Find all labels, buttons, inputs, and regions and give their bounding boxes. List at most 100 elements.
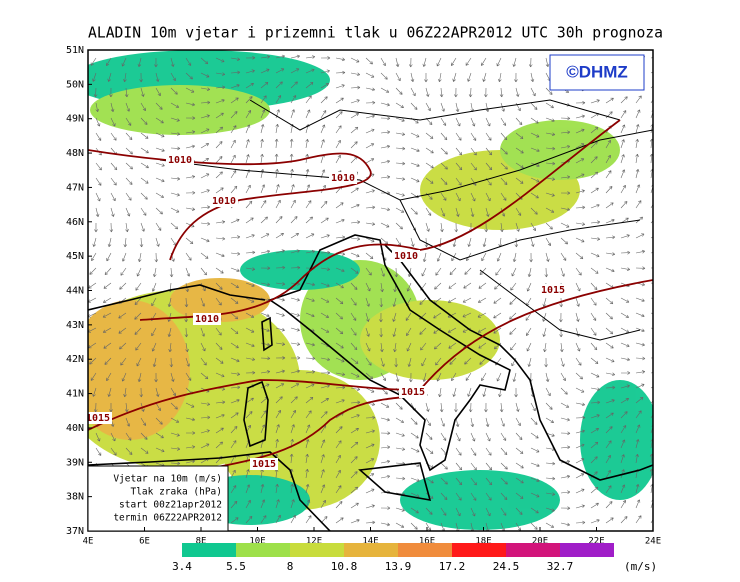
- wind-arrow: [425, 447, 434, 454]
- wind-arrow: [335, 342, 344, 349]
- wind-arrow: [575, 458, 585, 464]
- wind-arrow: [605, 372, 616, 377]
- wind-arrow: [635, 169, 640, 179]
- wind-arrow: [110, 117, 116, 127]
- wind-arrow: [484, 402, 488, 413]
- lat-label: 37N: [66, 526, 84, 537]
- wind-arrow: [530, 177, 540, 183]
- wind-arrow: [500, 477, 508, 485]
- wind-arrow: [530, 192, 539, 199]
- wind-arrow: [245, 312, 255, 318]
- wind-arrow: [95, 432, 101, 442]
- wind-arrow: [365, 357, 372, 366]
- wind-arrow: [120, 357, 127, 366]
- wind-arrow: [530, 207, 538, 215]
- wind-arrow: [635, 342, 645, 347]
- wind-arrow: [395, 161, 406, 166]
- wind-arrow: [482, 72, 487, 82]
- lon-label: 24E: [645, 537, 661, 547]
- wind-arrow: [106, 252, 112, 262]
- wind-arrow: [320, 500, 326, 509]
- wind-arrow: [380, 474, 391, 479]
- wind-arrow: [215, 252, 225, 258]
- wind-arrow: [125, 447, 133, 455]
- wind-arrow: [405, 312, 412, 321]
- wind-arrow: [635, 383, 645, 389]
- wind-arrow: [575, 387, 585, 393]
- wind-arrow: [95, 117, 101, 127]
- wind-arrow: [350, 342, 358, 351]
- wind-arrow: [530, 462, 540, 468]
- wind-arrow: [215, 99, 225, 104]
- wind-arrow: [290, 396, 298, 404]
- wind-arrow: [230, 282, 239, 289]
- wind-arrow: [275, 312, 285, 317]
- wind-arrow: [92, 387, 97, 397]
- wind-arrow: [620, 425, 627, 434]
- wind-arrow: [245, 357, 256, 362]
- wind-arrow: [530, 87, 536, 97]
- wind-arrow: [320, 469, 325, 479]
- wind-arrow: [290, 499, 295, 509]
- wind-arrow: [200, 357, 207, 366]
- wind-arrow: [185, 175, 196, 179]
- wind-arrow: [245, 96, 253, 104]
- wind-arrow: [406, 282, 412, 292]
- wind-arrow: [410, 432, 419, 439]
- wind-arrow: [107, 72, 112, 82]
- wind-arrow: [260, 55, 271, 59]
- wind-arrow: [118, 327, 127, 334]
- wind-arrow: [110, 177, 117, 186]
- wind-arrow: [154, 57, 158, 68]
- wind-arrow: [350, 456, 358, 464]
- wind-arrow: [95, 207, 100, 217]
- wind-arrow: [136, 357, 142, 367]
- wind-arrow: [590, 400, 601, 405]
- wind-arrow: [170, 372, 175, 382]
- wind-arrow: [620, 327, 630, 333]
- wind-arrow: [365, 114, 375, 119]
- wind-arrow: [510, 282, 517, 291]
- wind-arrow: [590, 342, 598, 351]
- wind-arrow: [575, 222, 586, 226]
- wind-arrow: [440, 507, 447, 516]
- wind-arrow: [438, 387, 442, 398]
- wind-arrow: [305, 249, 316, 254]
- wind-arrow: [230, 385, 241, 390]
- wind-arrow: [200, 72, 210, 78]
- wind-arrow: [395, 402, 403, 410]
- wind-arrow: [485, 492, 492, 501]
- wind-arrow: [635, 138, 639, 149]
- wind-arrow: [167, 327, 172, 337]
- wind-arrow: [185, 431, 196, 435]
- wind-arrow: [463, 282, 472, 289]
- wind-arrow: [94, 222, 98, 233]
- wind-arrow: [410, 417, 418, 425]
- wind-arrow: [335, 357, 345, 363]
- wind-arrow: [335, 426, 343, 434]
- wind-arrow: [575, 504, 585, 509]
- wind-arrow: [275, 232, 284, 239]
- wind-arrow: [230, 469, 236, 479]
- wind-arrow: [134, 327, 142, 335]
- wind-arrow: [530, 447, 540, 453]
- wind-arrow: [590, 187, 599, 194]
- wind-arrow: [380, 459, 391, 464]
- wind-arrow: [455, 132, 462, 141]
- isobar-label-bg: [166, 154, 194, 166]
- wind-arrow: [137, 57, 142, 67]
- wind-arrow: [425, 402, 430, 412]
- isobar-label-bg: [88, 412, 112, 424]
- wind-arrow: [530, 72, 535, 82]
- wind-arrow: [455, 162, 463, 171]
- wind-arrow: [215, 427, 224, 434]
- wind-arrow: [450, 57, 457, 66]
- wind-arrow: [605, 412, 614, 419]
- wind-arrow: [245, 82, 254, 89]
- wind-arrow: [125, 177, 133, 185]
- wind-arrow: [185, 102, 195, 107]
- wind-arrow: [590, 126, 599, 134]
- wind-arrow: [455, 117, 461, 127]
- wind-arrow: [620, 184, 626, 194]
